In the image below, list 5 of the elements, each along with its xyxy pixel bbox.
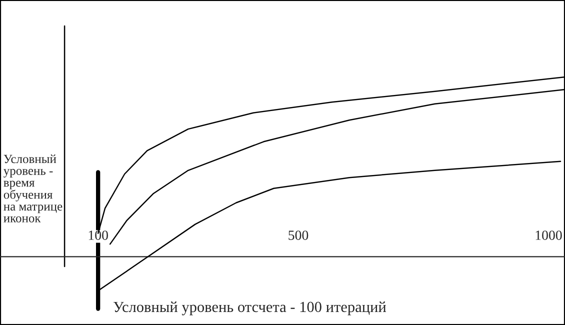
x-tick-label: 100 [88, 230, 108, 240]
y-axis-title: Условный уровень - время обучения на матрице иконок [4, 154, 62, 222]
x-tick-label: 1000 [536, 230, 562, 240]
text: Условный уровень отсчета - 100 итераций [113, 301, 386, 316]
x-tick-label: 500 [288, 230, 308, 240]
